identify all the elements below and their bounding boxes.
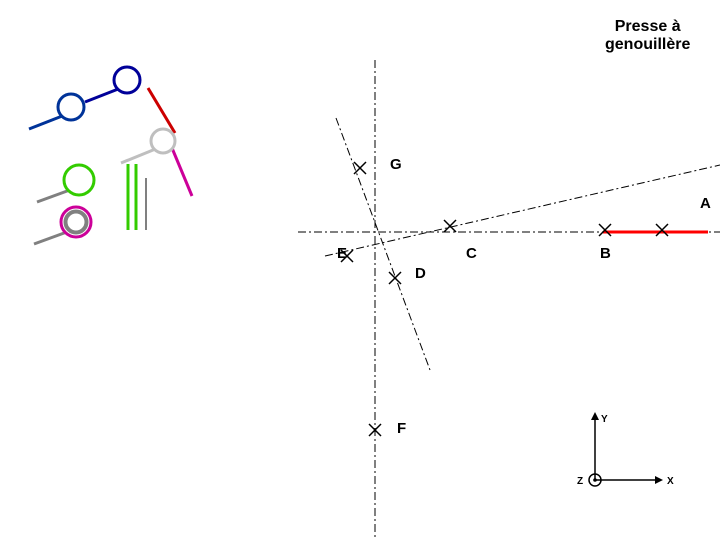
diagram-canvas: Y X Z [0,0,720,540]
label-G: G [390,156,402,173]
pin-3 [37,165,94,202]
label-D: D [415,265,426,282]
label-E: E [337,245,347,262]
deco-line-0 [148,88,175,133]
label-A: A [700,195,711,212]
label-B: B [600,245,611,262]
point-G [354,162,366,174]
axis-label-x: X [667,476,674,487]
axis-diag1 [336,118,430,370]
label-F: F [397,420,406,437]
point-B [599,224,611,236]
point-A [656,224,668,236]
page-title: Presse à genouillère [605,18,690,54]
pin-0 [85,67,140,102]
pin-1 [29,94,84,129]
axis-label-z: Z [577,476,583,487]
axis-diag2 [325,165,720,256]
coord-frame: Y X Z [577,412,674,487]
label-C: C [466,245,477,262]
pin-2 [121,129,175,163]
deco-line-1 [172,148,192,196]
pin-4 [34,207,91,244]
axis-label-y: Y [601,414,608,425]
point-D [389,272,401,284]
